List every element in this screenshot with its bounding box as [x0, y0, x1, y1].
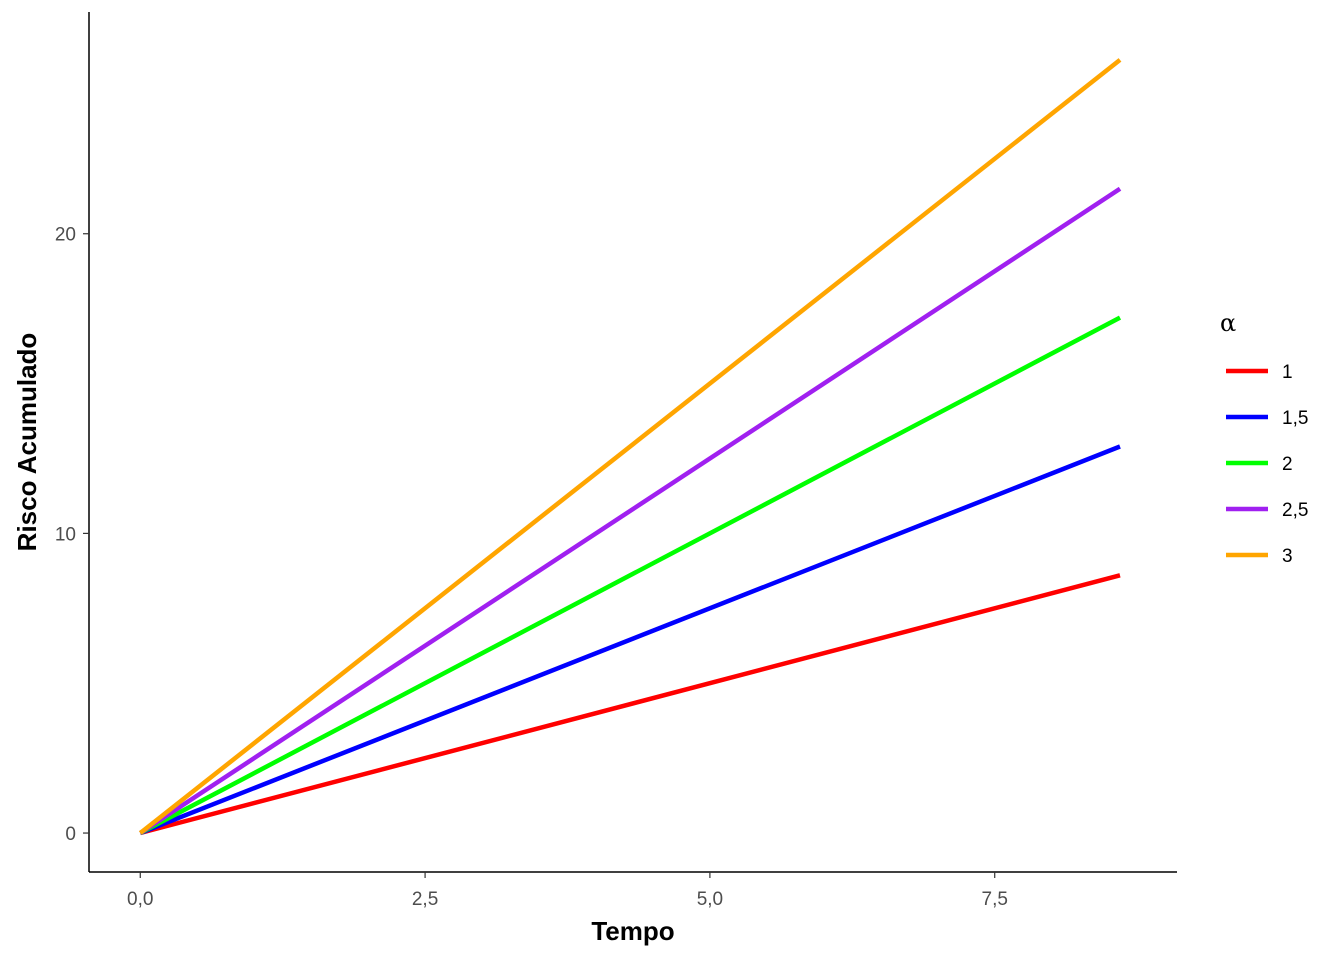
- y-tick-label: 10: [55, 524, 76, 545]
- series-line-1: [139, 573, 1121, 836]
- x-axis-title: Tempo: [591, 916, 674, 946]
- series-line-1-5: [139, 444, 1121, 836]
- legend-items: 1 1,5 2 2,5 3: [1226, 362, 1308, 567]
- legend-label-2-5: 2,5: [1282, 500, 1308, 521]
- legend: α 1 1,5 2 2,5 3: [1220, 309, 1308, 567]
- x-axis-ticks: 0,0 2,5 5,0 7,5: [127, 872, 1008, 910]
- x-tick-label: 0,0: [127, 889, 153, 910]
- y-tick-label: 20: [55, 225, 76, 246]
- x-tick-label: 2,5: [412, 889, 438, 910]
- y-tick-label: 0: [65, 824, 76, 845]
- series-line-3: [138, 58, 1122, 835]
- series-line-2-5: [139, 186, 1122, 835]
- axes: 0,0 2,5 5,0 7,5 0 10 20: [55, 12, 1177, 910]
- series-line-2: [139, 315, 1122, 835]
- y-axis-ticks: 0 10 20: [55, 225, 89, 845]
- x-tick-label: 5,0: [697, 889, 723, 910]
- legend-label-1-5: 1,5: [1282, 408, 1308, 429]
- legend-label-3: 3: [1282, 546, 1293, 567]
- legend-label-1: 1: [1282, 362, 1293, 383]
- plot-area: [138, 58, 1122, 836]
- y-axis-title: Risco Acumulado: [12, 333, 42, 552]
- legend-title: α: [1220, 309, 1236, 337]
- legend-label-2: 2: [1282, 454, 1293, 475]
- x-tick-label: 7,5: [982, 889, 1008, 910]
